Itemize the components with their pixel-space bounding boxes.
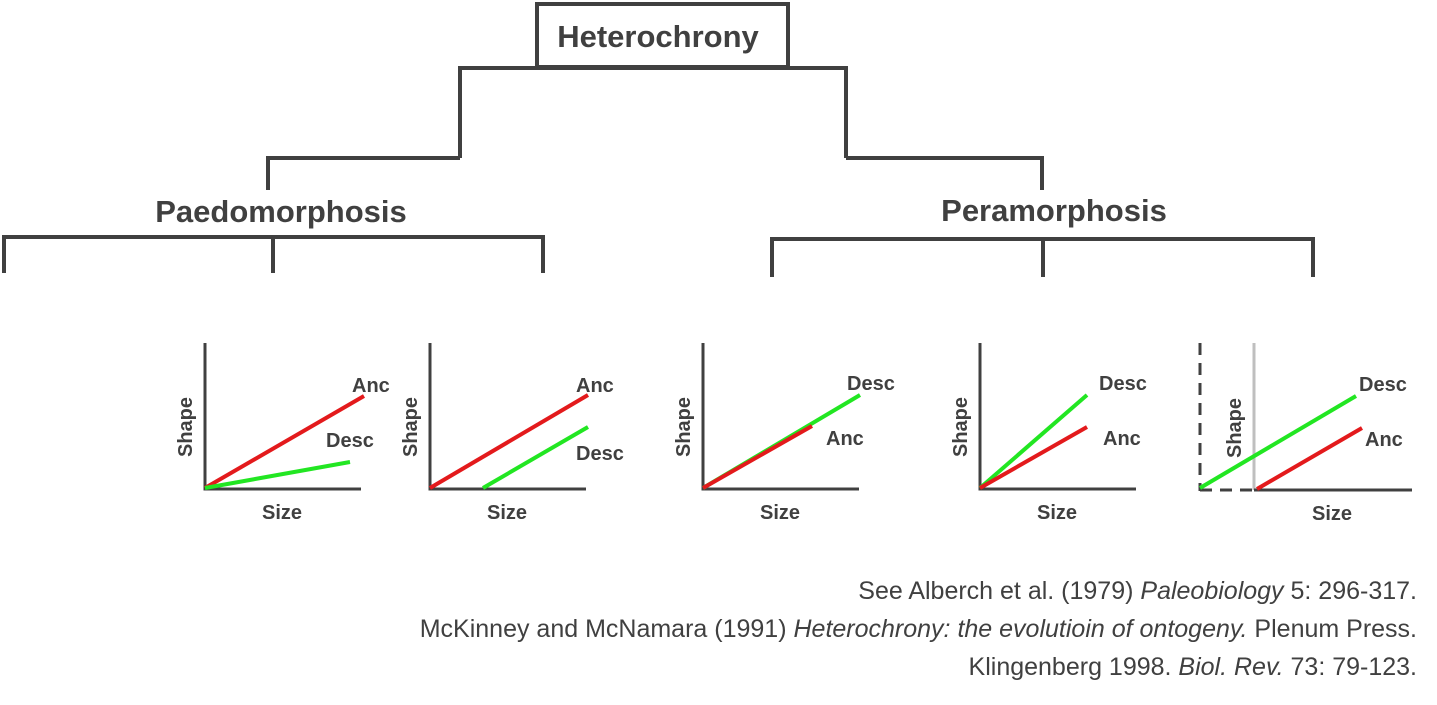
panel-4-x-label: Size (1037, 502, 1077, 524)
panel-3-ancestor-line (702, 424, 813, 490)
right-branch-connector (846, 156, 1044, 190)
reference-2-title: Heterochrony: the evolutioin of ontogeny… (793, 615, 1248, 643)
reference-3: Klingenberg 1998. Biol. Rev. 73: 79-123. (420, 648, 1417, 686)
left-branch-connector (266, 156, 460, 190)
panel-4-axes (978, 343, 1136, 491)
panel-4-top-label: Desc (1099, 373, 1147, 395)
panel-5-ancestor-line (1255, 426, 1364, 491)
panel-2-bottom-label: Desc (576, 443, 624, 465)
panel-1: Anc Desc Size Shape (175, 343, 390, 524)
reference-1-journal: Paleobiology (1140, 577, 1284, 605)
panel-2-top-label: Anc (576, 375, 614, 397)
reference-1-pages: 5: 296-317. (1283, 577, 1418, 605)
panel-3-bottom-label: Anc (826, 428, 864, 450)
reference-2-text: McKinney and McNamara (1991) (419, 615, 794, 643)
panel-2-descendant-line (481, 425, 590, 490)
panel-4-bottom-label: Anc (1103, 428, 1141, 450)
panel-3-axes (701, 343, 859, 491)
panel-3-y-label: Shape (673, 397, 695, 457)
panel-5-y-label: Shape (1224, 398, 1246, 458)
panel-5-bottom-label: Anc (1365, 429, 1403, 451)
paedomorphosis-label: Paedomorphosis (155, 194, 407, 229)
panel-2-axes (428, 343, 586, 491)
panel-2-x-label: Size (487, 502, 527, 524)
root-connector (458, 66, 848, 158)
panel-1-descendant-line (204, 460, 351, 490)
panel-2: Anc Desc Size Shape (400, 343, 624, 524)
reference-3-text: Klingenberg 1998. (968, 653, 1179, 681)
reference-3-pages: 73: 79-123. (1283, 653, 1418, 681)
panel-4: Desc Anc Size Shape (950, 343, 1147, 524)
panel-1-y-label: Shape (175, 397, 197, 457)
panel-2-ancestor-line (428, 393, 590, 490)
reference-2-publisher: Plenum Press. (1247, 615, 1417, 643)
panel-5-top-label: Desc (1359, 374, 1407, 396)
reference-2: McKinney and McNamara (1991) Heterochron… (420, 610, 1417, 648)
panel-5-descendant-line (1198, 394, 1358, 490)
panel-1-axes (203, 343, 361, 491)
peramorphosis-label: Peramorphosis (941, 193, 1167, 228)
reference-1-text: See Alberch et al. (1979) (858, 577, 1141, 605)
panel-1-bottom-label: Desc (326, 430, 374, 452)
panel-3-x-label: Size (760, 502, 800, 524)
panel-4-descendant-line (978, 393, 1089, 490)
panel-3: Desc Anc Size Shape (673, 343, 895, 524)
panel-4-ancestor-line (979, 425, 1088, 490)
tree-connectors (2, 2, 1315, 277)
panel-3-top-label: Desc (847, 373, 895, 395)
panel-1-ancestor-line (203, 394, 366, 490)
panel-1-top-label: Anc (352, 375, 390, 397)
root-title: Heterochrony (557, 19, 759, 54)
reference-1: See Alberch et al. (1979) Paleobiology 5… (420, 572, 1417, 610)
panel-2-y-label: Shape (400, 397, 422, 457)
panel-5-x-label: Size (1312, 503, 1352, 525)
panel-1-x-label: Size (262, 502, 302, 524)
panel-5: Desc Anc Size Shape (1198, 343, 1412, 525)
references: See Alberch et al. (1979) Paleobiology 5… (420, 572, 1417, 686)
panel-4-y-label: Shape (950, 397, 972, 457)
reference-3-journal: Biol. Rev. (1178, 653, 1284, 681)
